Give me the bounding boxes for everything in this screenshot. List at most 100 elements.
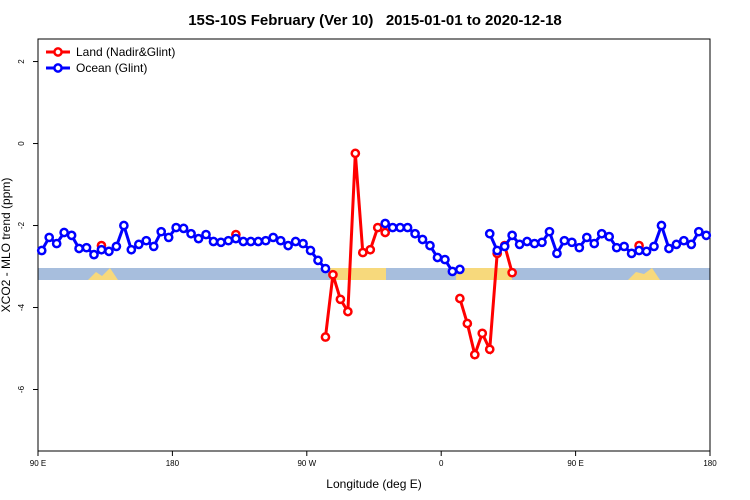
data-point: [96, 244, 107, 255]
y-tick-label: 2: [17, 59, 26, 64]
data-point: [283, 240, 293, 251]
data-point: [313, 255, 323, 266]
data-point: [417, 234, 428, 245]
data-point: [275, 235, 286, 246]
data-point: [693, 226, 704, 237]
data-point: [81, 242, 92, 253]
data-point: [664, 243, 674, 254]
data-point: [343, 306, 353, 317]
data-point: [507, 230, 517, 241]
data-point: [298, 238, 308, 249]
data-point: [626, 248, 637, 259]
data-point: [455, 293, 465, 304]
data-point: [328, 269, 338, 280]
data-point: [701, 230, 712, 241]
data-point: [671, 239, 682, 250]
x-tick-label: 0: [439, 459, 444, 468]
series-line: [323, 153, 387, 338]
data-point: [126, 244, 137, 255]
data-point: [156, 226, 167, 237]
data-point: [141, 235, 152, 246]
data-point: [350, 148, 361, 159]
data-point: [552, 248, 562, 259]
y-tick-label: -4: [17, 303, 26, 311]
data-point: [537, 237, 547, 248]
data-point: [36, 245, 47, 256]
data-point: [432, 252, 443, 263]
data-point: [402, 222, 413, 233]
data-point: [148, 241, 159, 252]
data-point: [290, 236, 301, 247]
data-point: [604, 231, 615, 242]
data-point: [119, 220, 129, 231]
data-point: [507, 267, 517, 278]
data-point: [193, 233, 204, 244]
data-point: [611, 242, 622, 253]
data-point: [559, 235, 570, 246]
data-point: [387, 222, 398, 233]
data-point: [410, 228, 420, 239]
data-point: [641, 246, 652, 257]
data-point: [634, 245, 644, 256]
data-point: [365, 244, 376, 255]
data-point: [59, 227, 69, 238]
data-point: [178, 223, 189, 234]
series-line: [488, 220, 707, 257]
y-axis-label: XCO2 - MLO trend (ppm): [0, 178, 13, 313]
x-tick-label: 90 W: [297, 459, 316, 468]
data-point: [44, 232, 55, 243]
data-point: [499, 241, 510, 252]
x-axis-label: Longitude (deg E): [326, 477, 421, 491]
data-point: [111, 241, 122, 252]
data-point: [574, 242, 585, 253]
data-point: [171, 222, 181, 233]
legend-label: Ocean (Glint): [76, 61, 147, 75]
y-tick-label: -6: [17, 385, 26, 393]
data-point: [320, 263, 331, 274]
data-point: [567, 237, 577, 248]
data-point: [223, 235, 234, 246]
data-point: [425, 240, 435, 251]
data-point: [320, 332, 331, 342]
data-point: [686, 239, 697, 250]
data-point: [619, 241, 629, 252]
data-point: [522, 236, 532, 247]
data-point: [216, 237, 226, 248]
data-point: [477, 328, 488, 339]
data-point: [455, 264, 465, 275]
data-point: [447, 266, 458, 277]
data-point: [335, 294, 346, 305]
data-point: [679, 235, 689, 246]
data-point: [544, 226, 555, 237]
data-point: [380, 227, 391, 238]
data-point: [245, 236, 256, 247]
plot-frame: [37, 38, 711, 452]
x-tick-label: 180: [703, 459, 717, 468]
data-point: [514, 239, 525, 250]
data-point: [305, 245, 316, 256]
x-tick-label: 180: [166, 459, 180, 468]
series-line: [458, 242, 514, 360]
x-tick-label: 90 E: [30, 459, 46, 468]
data-point: [656, 220, 667, 231]
data-point: [484, 344, 495, 355]
data-point: [357, 247, 368, 258]
land-band: [456, 268, 512, 280]
data-point: [380, 218, 391, 229]
data-point: [208, 236, 219, 247]
data-point: [51, 238, 62, 249]
data-point: [89, 249, 99, 260]
chart-title: 15S-10S February (Ver 10) 2015-01-01 to …: [188, 12, 562, 29]
data-point: [133, 239, 144, 250]
data-point: [260, 235, 271, 246]
land-band: [330, 268, 386, 280]
y-tick-label: 0: [17, 141, 26, 146]
data-point: [469, 349, 480, 360]
data-point: [440, 254, 450, 265]
data-point: [74, 243, 84, 254]
legend-label: Land (Nadir&Glint): [76, 45, 175, 59]
data-point: [186, 228, 196, 239]
data-point: [66, 230, 77, 241]
data-point: [238, 236, 249, 247]
